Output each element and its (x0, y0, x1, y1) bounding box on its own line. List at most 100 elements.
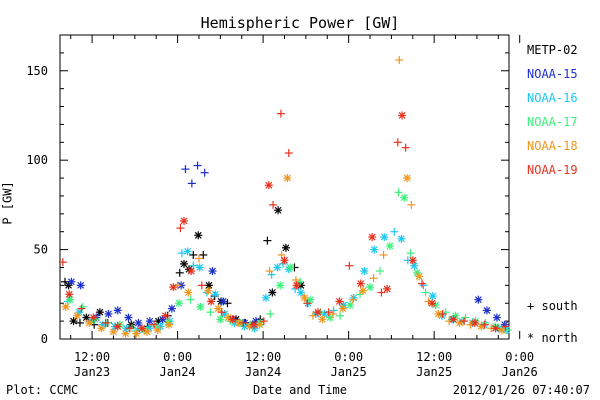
point-noaa-19-47 (491, 324, 500, 333)
point-noaa-17-19 (276, 281, 285, 290)
point-noaa-19-48 (501, 322, 510, 331)
point-noaa-19-32 (356, 279, 365, 288)
point-noaa-18-0 (61, 302, 70, 311)
point-noaa-16-37 (397, 234, 406, 243)
point-noaa-15-4 (113, 306, 122, 315)
y-tick-label-0: 0 (41, 332, 48, 346)
x-tick-label-date-2: Jan24 (245, 365, 281, 379)
point-noaa-18-33 (403, 174, 412, 183)
point-noaa-19-17 (228, 315, 237, 324)
point-noaa-19-6 (125, 324, 134, 333)
x-tick-label-time-0: 12:00 (74, 350, 110, 364)
point-noaa-16-22 (273, 263, 282, 272)
point-noaa-19-22 (269, 200, 278, 209)
point-noaa-16-11 (183, 247, 192, 256)
y-tick-label-1: 50 (34, 243, 48, 257)
point-noaa-15-6 (134, 318, 143, 327)
point-noaa-18-12 (194, 254, 203, 263)
point-noaa-18-9 (165, 320, 174, 329)
point-noaa-19-15 (207, 297, 216, 306)
point-noaa-18-31 (379, 250, 388, 259)
point-noaa-15-13 (193, 161, 202, 170)
point-noaa-17-39 (461, 313, 470, 322)
point-noaa-18-29 (358, 286, 367, 295)
point-noaa-19-10 (169, 283, 178, 292)
point-noaa-19-36 (393, 138, 402, 147)
point-noaa-16-36 (390, 227, 399, 236)
point-noaa-19-34 (377, 288, 386, 297)
point-noaa-16-15 (211, 290, 220, 299)
point-noaa-19-3 (89, 313, 98, 322)
legend-entry-noaa-17: NOAA-17 (527, 115, 578, 129)
point-metp-02-26 (263, 236, 272, 245)
point-noaa-18-36 (424, 297, 433, 306)
point-noaa-19-45 (470, 318, 479, 327)
point-noaa-19-29 (324, 308, 333, 317)
point-noaa-18-11 (184, 288, 193, 297)
chart-title: Hemispheric Power [GW] (200, 14, 400, 32)
point-noaa-19-26 (292, 281, 301, 290)
point-metp-02-8 (127, 320, 136, 329)
point-noaa-16-20 (261, 293, 270, 302)
point-noaa-15-11 (181, 165, 190, 174)
legend-entry-noaa-15: NOAA-15 (527, 67, 578, 81)
point-noaa-19-4 (101, 318, 110, 327)
point-noaa-19-20 (259, 317, 268, 326)
point-noaa-18-6 (132, 329, 141, 338)
point-metp-02-3 (75, 318, 84, 327)
point-noaa-18-5 (121, 329, 130, 338)
point-noaa-15-7 (145, 317, 154, 326)
point-metp-02-13 (180, 259, 189, 268)
point-noaa-17-11 (196, 302, 205, 311)
point-noaa-19-5 (113, 322, 122, 331)
point-noaa-18-21 (283, 174, 292, 183)
point-noaa-17-21 (296, 277, 305, 286)
point-noaa-15-21 (482, 306, 491, 315)
point-noaa-15-1 (76, 281, 85, 290)
point-noaa-19-35 (383, 284, 392, 293)
point-noaa-15-9 (167, 304, 176, 313)
marker-symbol-plus: + (527, 299, 535, 313)
point-noaa-17-25 (336, 311, 345, 320)
point-noaa-18-14 (214, 304, 223, 313)
point-metp-02-27 (268, 288, 277, 297)
point-noaa-18-1 (73, 311, 82, 320)
point-noaa-17-1 (78, 302, 87, 311)
x-tick-label-time-1: 0:00 (163, 350, 192, 364)
point-noaa-19-9 (161, 311, 170, 320)
point-metp-02-12 (175, 268, 184, 277)
x-tick-label-time-4: 12:00 (416, 350, 452, 364)
point-noaa-19-37 (398, 111, 407, 120)
point-noaa-17-35 (421, 288, 430, 297)
point-noaa-19-44 (460, 317, 469, 326)
point-noaa-18-25 (318, 315, 327, 324)
point-noaa-17-10 (186, 295, 195, 304)
point-noaa-19-38 (401, 143, 410, 152)
point-noaa-18-35 (415, 272, 424, 281)
x-axis-label: Date and Time (253, 383, 347, 397)
point-metp-02-28 (274, 206, 283, 215)
legend-entry-noaa-18: NOAA-18 (527, 139, 578, 153)
point-noaa-19-8 (150, 320, 159, 329)
point-noaa-19-1 (65, 290, 74, 299)
point-noaa-16-39 (410, 261, 419, 270)
point-noaa-19-23 (276, 109, 285, 118)
x-tick-label-time-3: 0:00 (334, 350, 363, 364)
point-noaa-17-31 (394, 188, 403, 197)
x-tick-label-date-4: Jan25 (416, 365, 452, 379)
point-noaa-17-26 (346, 301, 355, 310)
point-noaa-18-4 (109, 327, 118, 336)
marker-label-north: north (541, 331, 578, 345)
point-noaa-17-29 (376, 267, 385, 276)
point-noaa-17-28 (366, 283, 375, 292)
point-noaa-18-34 (407, 200, 416, 209)
x-tick-label-time-2: 12:00 (245, 350, 281, 364)
legend-entry-noaa-19: NOAA-19 (527, 163, 578, 177)
point-noaa-18-41 (477, 322, 486, 331)
point-noaa-19-27 (303, 299, 312, 308)
point-noaa-19-28 (313, 308, 322, 317)
point-noaa-15-3 (104, 309, 113, 318)
point-noaa-16-41 (428, 292, 437, 301)
point-noaa-19-0 (58, 258, 67, 267)
